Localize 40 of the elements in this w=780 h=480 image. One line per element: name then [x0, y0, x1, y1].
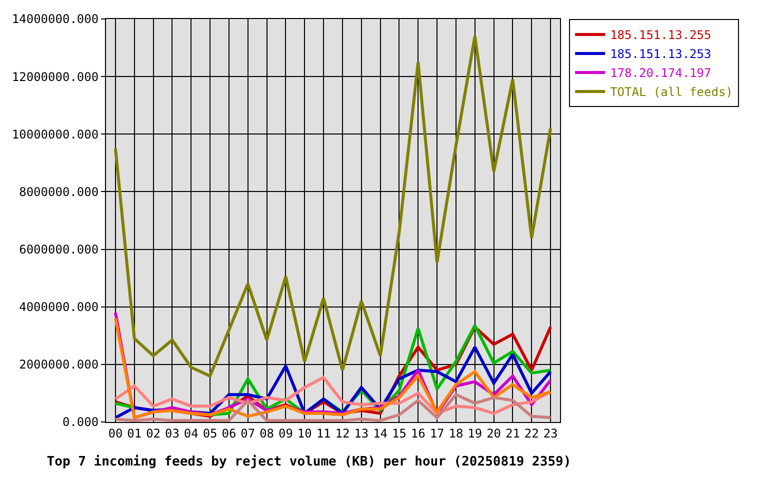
- x-tick-label: 20: [486, 426, 502, 440]
- y-tick-label: 6000000.000: [19, 242, 99, 256]
- legend-label: 185.151.13.255: [610, 28, 712, 42]
- legend-label: 185.151.13.253: [610, 47, 712, 62]
- x-tick-label: 13: [354, 426, 369, 440]
- x-tick-label: 03: [164, 426, 180, 440]
- y-tick-label: 4000000.000: [19, 300, 99, 314]
- y-tick-label: 12000000.000: [12, 70, 99, 84]
- x-tick-label: 21: [505, 426, 520, 440]
- x-tick-label: 11: [316, 426, 331, 440]
- y-tick-label: 8000000.000: [19, 184, 99, 199]
- y-tick-label: 14000000.000: [12, 12, 99, 26]
- x-tick-label: 00: [108, 426, 123, 440]
- text: Top 7 incoming feeds by reject volume (KB) per hour (20250819 2359): [46, 454, 572, 470]
- x-tick-label: 18: [448, 426, 464, 440]
- legend-label: TOTAL (all feeds): [610, 85, 733, 100]
- y-tick-label: 0.000: [62, 415, 99, 430]
- x-tick-label: 04: [184, 426, 198, 440]
- x-tick-label: 07: [240, 426, 256, 440]
- x-tick-label: 01: [127, 426, 142, 440]
- x-tick-label: 02: [146, 426, 161, 440]
- x-tick-label: 12: [335, 426, 350, 440]
- x-tick-label: 23: [543, 426, 558, 440]
- x-tick-label: 08: [260, 426, 274, 440]
- x-tick-label: 19: [468, 426, 482, 440]
- y-tick-label: 10000000.000: [12, 127, 99, 142]
- x-tick-label: 10: [297, 426, 312, 440]
- x-tick-label: 09: [278, 426, 293, 440]
- x-tick-label: 16: [410, 426, 426, 440]
- x-tick-label: 14: [373, 426, 388, 440]
- line-series: [114, 34, 552, 378]
- line-series: [114, 376, 552, 415]
- x-tick-label: 22: [524, 426, 539, 440]
- x-tick-label: 17: [430, 426, 444, 440]
- x-tick-label: 05: [202, 426, 218, 440]
- x-tick-label: 06: [222, 426, 236, 440]
- x-tick-label: 15: [392, 426, 406, 440]
- line-series: [114, 393, 552, 422]
- y-tick-label: 2000000.000: [19, 358, 99, 372]
- legend-label: 178.20.174.197: [610, 66, 712, 80]
